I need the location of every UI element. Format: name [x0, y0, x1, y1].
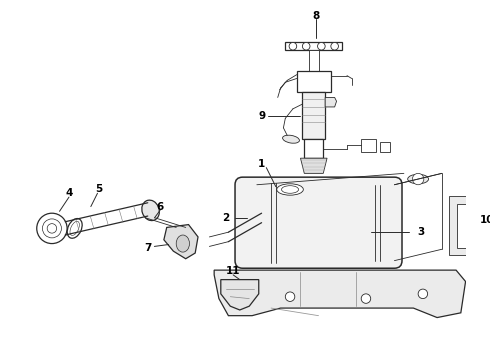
FancyBboxPatch shape	[235, 177, 402, 268]
Circle shape	[285, 292, 295, 301]
Text: 11: 11	[226, 266, 241, 276]
Text: 9: 9	[258, 112, 265, 121]
Polygon shape	[214, 270, 465, 318]
Ellipse shape	[67, 219, 82, 238]
Bar	[361, 139, 376, 153]
Ellipse shape	[142, 200, 159, 221]
Ellipse shape	[277, 184, 303, 195]
Text: 7: 7	[144, 243, 151, 253]
Text: 5: 5	[95, 184, 102, 194]
Polygon shape	[164, 225, 198, 259]
Circle shape	[418, 289, 428, 298]
Bar	[302, 92, 325, 139]
Circle shape	[361, 294, 371, 303]
Ellipse shape	[70, 221, 79, 235]
Bar	[285, 42, 342, 50]
Ellipse shape	[283, 135, 299, 143]
Circle shape	[318, 42, 325, 50]
Bar	[304, 139, 323, 158]
Text: 3: 3	[417, 227, 425, 237]
Bar	[297, 71, 331, 92]
Text: 2: 2	[222, 213, 229, 223]
Text: 10: 10	[480, 215, 490, 225]
Ellipse shape	[408, 174, 429, 184]
Bar	[380, 142, 390, 152]
Polygon shape	[449, 196, 466, 255]
Polygon shape	[300, 158, 327, 174]
Circle shape	[47, 224, 57, 233]
Bar	[309, 50, 318, 74]
Circle shape	[302, 42, 310, 50]
Polygon shape	[221, 280, 259, 310]
Circle shape	[289, 42, 297, 50]
Circle shape	[43, 219, 61, 238]
Circle shape	[37, 213, 67, 244]
Text: 8: 8	[312, 11, 319, 21]
Text: 6: 6	[156, 202, 164, 212]
Polygon shape	[325, 98, 337, 107]
Circle shape	[331, 42, 339, 50]
Text: 4: 4	[65, 188, 73, 198]
Ellipse shape	[176, 235, 190, 252]
Circle shape	[413, 174, 424, 185]
Ellipse shape	[282, 186, 298, 193]
Text: 1: 1	[258, 159, 265, 169]
